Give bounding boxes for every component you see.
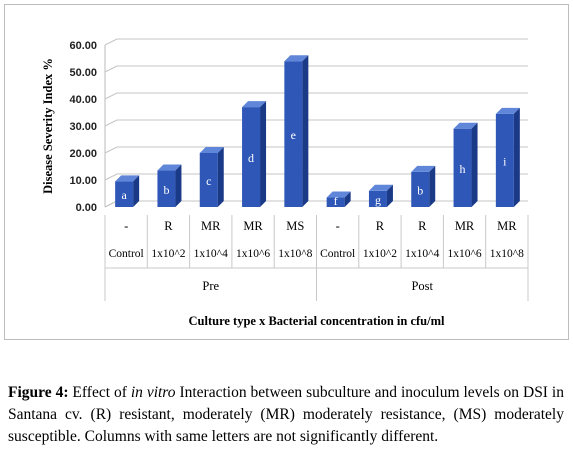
bar-side <box>344 191 351 207</box>
caption-italic: in vitro <box>130 383 176 401</box>
bar-side <box>133 175 140 207</box>
y-tick-label: 0.00 <box>76 202 97 214</box>
concentration-label: Control <box>109 248 144 260</box>
bar-side <box>260 101 267 207</box>
x-axis-title: Culture type x Bacterial concentration i… <box>189 314 446 328</box>
concentration-label: 1x10^8 <box>490 248 524 260</box>
y-tick-label: 50.00 <box>69 67 97 79</box>
concentration-label: 1x10^6 <box>447 248 481 260</box>
bar-top <box>157 164 182 171</box>
bar-letter: b <box>163 183 169 197</box>
bar-top <box>495 107 520 114</box>
gridline-diag <box>104 38 118 46</box>
y-tick-label: 10.00 <box>69 175 97 187</box>
figure-caption: Figure 4: Effect of in vitro Interaction… <box>8 382 564 448</box>
y-tick-label: 40.00 <box>69 94 97 106</box>
bar-side <box>429 165 436 207</box>
bar <box>368 190 387 207</box>
culture-type-label: R <box>376 219 385 233</box>
culture-type-label: MR <box>243 219 263 233</box>
bar-top <box>284 55 309 62</box>
bar-letter: a <box>121 188 127 202</box>
concentration-label: 1x10^2 <box>151 248 185 260</box>
bar-top <box>368 184 393 191</box>
caption-text-2: Interaction between subculture and inocu… <box>8 383 564 445</box>
group-label: Pre <box>202 279 219 293</box>
gridline-diag <box>104 119 118 127</box>
concentration-label: 1x10^8 <box>278 248 312 260</box>
bar-top <box>115 175 140 182</box>
bar <box>326 197 345 207</box>
bar-letter: f <box>334 194 338 208</box>
gridline-diag <box>104 200 118 208</box>
caption-text-1: Effect of <box>68 383 131 401</box>
gridline-diag <box>104 65 118 73</box>
caption-label: Figure 4: <box>8 383 69 401</box>
concentration-label: 1x10^4 <box>405 248 439 260</box>
culture-type-label: - <box>124 219 128 233</box>
concentration-label: 1x10^2 <box>363 248 397 260</box>
culture-type-label: MR <box>455 219 475 233</box>
bar-letter: g <box>375 193 381 207</box>
group-label: Post <box>411 279 433 293</box>
bar-top <box>411 165 436 172</box>
gridline-diag <box>104 173 118 181</box>
bar <box>242 107 261 207</box>
bar-top <box>326 191 351 198</box>
y-tick-label: 60.00 <box>69 40 97 52</box>
bar-side <box>175 164 182 207</box>
y-tick-label: 20.00 <box>69 148 97 160</box>
bar-top <box>242 101 267 108</box>
bar-side <box>302 55 309 208</box>
bar-top <box>199 147 224 153</box>
culture-type-label: MR <box>497 219 517 233</box>
bar <box>284 61 303 208</box>
bar <box>199 153 218 207</box>
y-axis-title: Disease Severity Index % <box>41 58 55 194</box>
bar <box>157 170 176 207</box>
concentration-label: 1x10^6 <box>236 248 270 260</box>
bar-top <box>453 122 478 129</box>
concentration-label: 1x10^4 <box>194 248 228 260</box>
bar-letter: c <box>206 174 211 188</box>
bar-letter: e <box>291 128 296 142</box>
culture-type-label: - <box>336 219 340 233</box>
gridline-diag <box>104 146 118 154</box>
y-tick-label: 30.00 <box>69 121 97 133</box>
concentration-label: Control <box>320 248 355 260</box>
bar <box>115 181 134 207</box>
bar <box>495 113 514 207</box>
culture-type-label: R <box>418 219 427 233</box>
bar-side <box>471 122 478 207</box>
bar-side <box>217 147 224 207</box>
bar-letter: d <box>248 151 254 165</box>
chart-panel: 0.00 10.00 20.00 30.00 40.00 50.00 60.00 Diseas… <box>4 4 569 340</box>
culture-type-label: MR <box>201 219 221 233</box>
bar-letter: b <box>417 183 423 197</box>
bar <box>411 171 430 207</box>
bar-side <box>386 184 393 207</box>
bar-letter: i <box>503 154 507 168</box>
culture-type-label: R <box>164 219 173 233</box>
culture-type-label: MS <box>286 219 304 233</box>
bar-chart: 0.00 10.00 20.00 30.00 40.00 50.00 60.00 Diseas… <box>41 38 529 328</box>
bar-letter: h <box>460 162 466 176</box>
bar <box>453 128 472 207</box>
gridline-diag <box>104 92 118 100</box>
bar-side <box>513 107 520 207</box>
